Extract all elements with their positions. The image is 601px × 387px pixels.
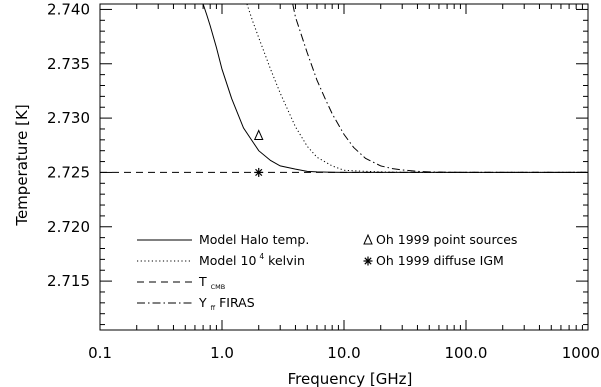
plot-frame [99, 3, 589, 331]
series-line-yff [292, 4, 588, 173]
points-layer [253, 129, 264, 177]
plot-border [99, 3, 589, 331]
legend-label-model-1e4: Model 10 4 kelvin [199, 252, 305, 268]
x-tick-label: 100.0 [445, 344, 488, 362]
x-tick-label: 10.0 [327, 344, 360, 362]
y-tick-label: 2.715 [47, 272, 90, 290]
y-axis: 2.715 2.720 2.725 2.730 2.735 2.740 [47, 0, 588, 326]
series-line-halo [202, 4, 588, 173]
legend-label-tcmb: T CMB [198, 274, 225, 291]
legend-label-diffuse-igm: Oh 1999 diffuse IGM [376, 253, 504, 268]
series-layer [100, 4, 588, 173]
data-point-diffuse-igm [254, 167, 264, 177]
y-tick-label: 2.720 [47, 218, 90, 236]
y-tick-label: 2.730 [47, 109, 90, 127]
y-tick-label: 2.740 [47, 0, 90, 18]
x-tick-label: 1.0 [210, 344, 234, 362]
y-tick-label: 2.725 [47, 163, 90, 181]
x-axis-title: Frequency [GHz] [288, 370, 413, 387]
x-tick-label: 0.1 [88, 344, 112, 362]
legend-marker-point-sources [363, 233, 373, 245]
legend: Model Halo temp. Model 10 4 kelvin T CMB Y ff … [137, 232, 517, 312]
x-tick-label: 1000.0 [562, 344, 601, 362]
y-axis-title: Temperature [K] [13, 104, 31, 226]
y-tick-label: 2.735 [47, 55, 90, 73]
series-line-model-1e4 [246, 4, 588, 173]
legend-marker-diffuse-igm [363, 256, 373, 266]
legend-label-point-sources: Oh 1999 point sources [376, 232, 517, 247]
legend-label-halo: Model Halo temp. [199, 232, 309, 247]
data-point-point-sources [253, 129, 264, 140]
x-axis: 0.1 1.0 10.0 100.0 1000.0 [88, 4, 601, 362]
